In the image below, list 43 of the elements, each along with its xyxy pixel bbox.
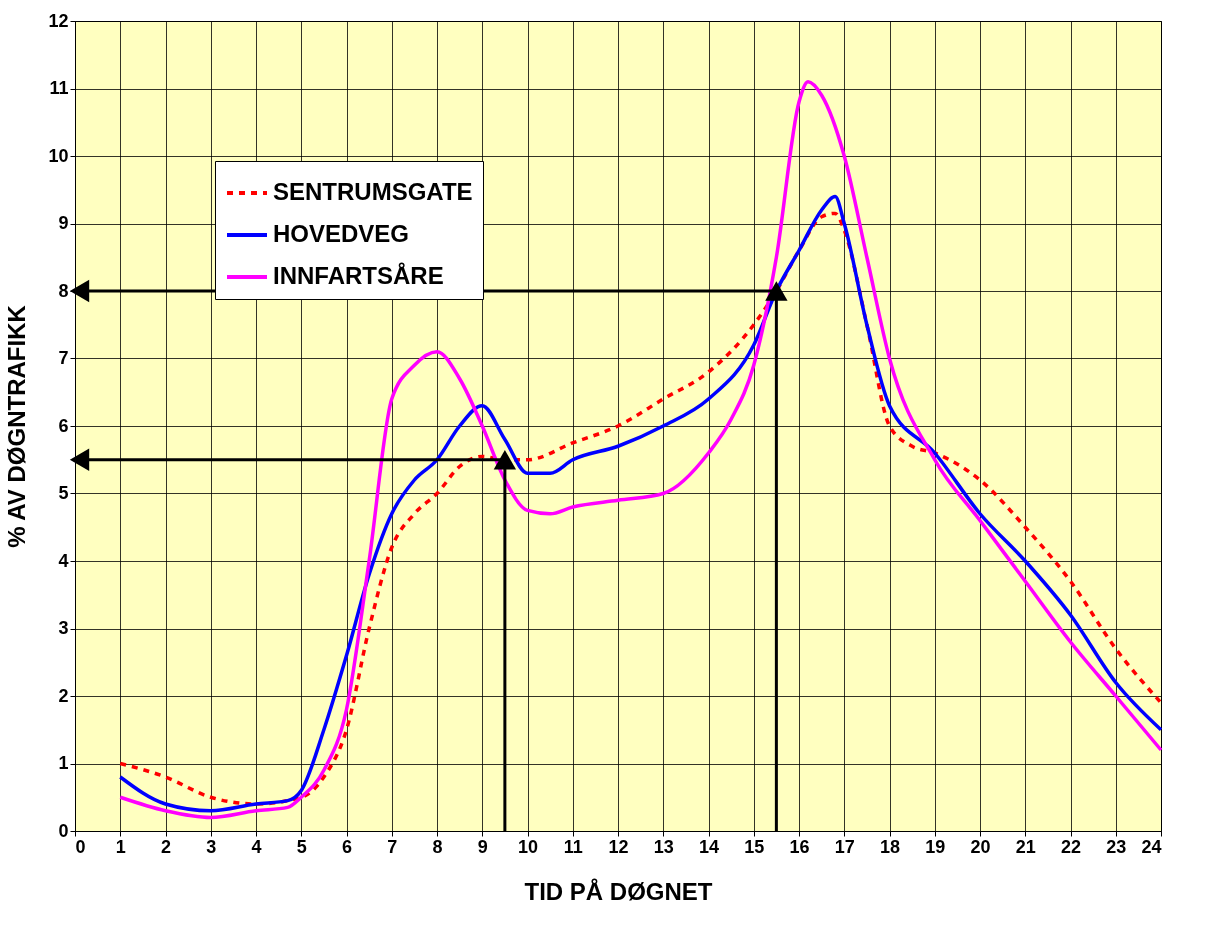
y-tick-label: 3 xyxy=(58,618,69,638)
y-tick-label: 12 xyxy=(48,10,69,31)
y-tick-label: 2 xyxy=(58,685,69,706)
y-tick-label: 10 xyxy=(48,145,69,166)
x-tick-label: 8 xyxy=(432,836,443,857)
x-tick-label: 7 xyxy=(387,836,398,857)
y-tick-label: 0 xyxy=(58,820,69,841)
x-tick-label: 0 xyxy=(75,836,86,857)
x-tick-label: 24 xyxy=(1141,836,1162,857)
y-tick-label: 4 xyxy=(58,550,69,571)
x-tick-label: 9 xyxy=(477,836,488,857)
y-tick-label: 7 xyxy=(58,348,69,368)
x-tick-label: 10 xyxy=(517,836,539,857)
x-tick-label: 5 xyxy=(296,836,307,857)
x-tick-label: 19 xyxy=(925,836,946,857)
x-tick-label: 22 xyxy=(1060,836,1082,857)
x-axis-title: TID PÅ DØGNET xyxy=(524,877,713,905)
x-tick-label: 15 xyxy=(744,836,765,857)
y-tick-label: 11 xyxy=(49,78,69,98)
x-tick-label: 20 xyxy=(970,836,991,857)
y-tick-label: 1 xyxy=(58,753,69,773)
y-tick-label: 5 xyxy=(58,483,69,503)
x-tick-label: 2 xyxy=(160,836,172,857)
y-tick-label: 8 xyxy=(58,280,69,301)
y-tick-label: 6 xyxy=(58,415,69,436)
x-tick-label: 6 xyxy=(341,836,353,857)
x-tick-label: 4 xyxy=(251,836,262,857)
x-tick-label: 14 xyxy=(698,836,720,857)
legend-label: SENTRUMSGATE xyxy=(273,178,473,205)
x-tick-label: 1 xyxy=(115,836,126,857)
legend-label: HOVEDVEG xyxy=(273,220,410,247)
x-tick-label: 13 xyxy=(653,836,674,857)
x-tick-label: 12 xyxy=(608,836,629,857)
legend-label: INNFARTSÅRE xyxy=(273,262,444,289)
x-tick-label: 16 xyxy=(789,836,810,857)
x-tick-label: 3 xyxy=(206,836,217,857)
x-tick-label: 11 xyxy=(563,836,583,857)
x-tick-label: 17 xyxy=(834,836,855,857)
x-tick-label: 21 xyxy=(1015,836,1036,857)
y-tick-label: 9 xyxy=(58,213,69,233)
x-tick-label: 23 xyxy=(1106,836,1127,857)
x-tick-label: 18 xyxy=(879,836,901,857)
y-axis-title: % AV DØGNTRAFIKK xyxy=(3,304,31,548)
